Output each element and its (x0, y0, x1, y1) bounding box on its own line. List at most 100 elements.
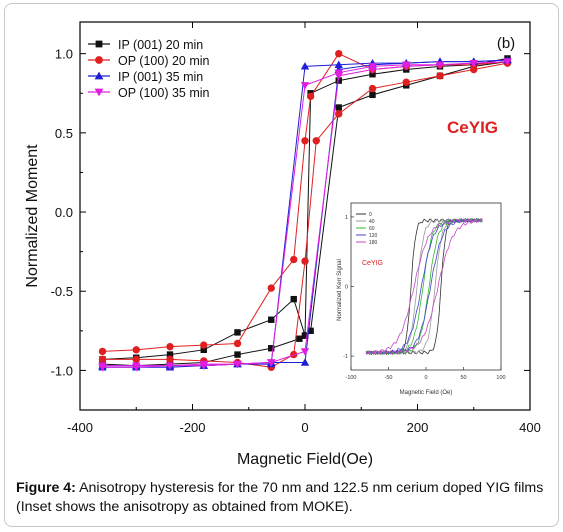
data-point (165, 362, 175, 370)
data-point (199, 362, 208, 370)
inset-legend-label: 180 (369, 240, 378, 246)
y-axis-ticks: 1.0 0.5 0.0 -0.5 -1.0 (51, 47, 530, 378)
data-point (368, 84, 377, 93)
data-point (290, 350, 298, 359)
y-tick-label: 1.0 (55, 47, 73, 62)
legend-label: IP (001) 35 min (118, 70, 203, 84)
data-point (268, 345, 275, 352)
data-point (233, 339, 242, 348)
material-annotation: CeYIG (447, 118, 498, 137)
data-point (132, 364, 141, 372)
inset-background (335, 183, 523, 383)
data-point (290, 295, 297, 303)
x-axis-ticks: -400 -200 0 200 400 (67, 22, 541, 435)
series-4 (98, 58, 512, 372)
data-point (301, 137, 309, 145)
inset-legend-label: 40 (369, 219, 375, 225)
figure-caption: Figure 4: Anisotropy hysteresis for the … (16, 479, 551, 517)
caption-label: Figure 4: (16, 480, 76, 496)
data-point (334, 60, 343, 68)
data-point (200, 346, 207, 354)
inset-x-tick-label: -50 (385, 375, 393, 381)
data-point (132, 346, 140, 354)
inset-y-tick-label: 1 (345, 215, 348, 221)
data-point (435, 61, 445, 69)
legend-marker (95, 40, 103, 48)
data-point (335, 104, 342, 111)
data-point (368, 66, 377, 74)
inset-y-tick-label: -1 (343, 354, 348, 360)
data-point (335, 77, 342, 84)
data-point (306, 92, 315, 101)
inset-y-tick-label: 0 (345, 285, 348, 291)
data-point (301, 332, 309, 339)
legend-label: OP (100) 20 min (118, 54, 210, 68)
data-point (300, 358, 310, 366)
data-point (268, 316, 275, 323)
inset-y-axis-label: Normalized Kerr Signal (337, 259, 343, 321)
data-point (307, 327, 314, 335)
legend-marker (95, 56, 103, 64)
data-point (98, 355, 107, 364)
legend-entry: IP (001) 35 min (88, 70, 203, 84)
legend-label: OP (100) 35 min (118, 86, 210, 100)
hysteresis-chart: -400 -200 0 200 400 1.00.50.0-0.5-1.0 Magnet… (24, 21, 541, 468)
data-point (166, 351, 174, 358)
legend-label: IP (001) 20 min (118, 38, 203, 52)
data-point (469, 59, 478, 68)
data-point (98, 364, 107, 372)
data-point (402, 63, 411, 71)
inset-curve (365, 218, 483, 355)
y-tick-label: -0.5 (51, 284, 73, 299)
x-tick-label: -200 (179, 420, 205, 435)
data-point (369, 91, 376, 99)
data-point (200, 341, 208, 349)
data-point (233, 360, 242, 369)
inset-x-tick-label: -100 (345, 375, 356, 381)
data-point (296, 335, 303, 342)
data-point (301, 257, 309, 265)
x-tick-label: 200 (407, 420, 429, 435)
y-axis-label: Normalized Moment (24, 144, 41, 288)
y-tick-label: -1.0 (51, 363, 73, 378)
data-point (98, 347, 107, 356)
inset-legend-label: 60 (369, 226, 375, 232)
data-point (503, 58, 512, 66)
data-point (234, 329, 241, 336)
data-point (436, 72, 444, 80)
data-point (334, 72, 343, 81)
data-point (300, 82, 310, 90)
legend: IP (001) 20 min OP (100) 20 min IP (001) 3… (88, 38, 210, 100)
legend-marker (94, 88, 104, 97)
data-point (300, 348, 310, 356)
data-point (369, 71, 376, 78)
y-tick-label: 0.0 (55, 205, 73, 220)
x-axis-label: Magnetic Field(Oe) (237, 451, 373, 468)
inset-x-tick-label: 100 (496, 375, 505, 381)
data-point (335, 110, 343, 118)
series-layer (98, 49, 512, 372)
inset-legend-label: 120 (369, 233, 378, 239)
data-point (335, 49, 343, 58)
data-point (300, 62, 310, 70)
data-point (267, 359, 276, 367)
data-point (132, 355, 140, 364)
inset-annotation: CeYIG (362, 260, 383, 267)
legend-entry: OP (100) 35 min (88, 86, 210, 100)
x-tick-label: 0 (301, 420, 308, 435)
inset-x-tick-label: 50 (460, 375, 466, 381)
data-point (312, 137, 320, 145)
y-tick-label: 0.5 (55, 126, 73, 141)
legend-marker (94, 71, 104, 80)
inset-x-ticks: -100 -50 0 50 100 (345, 367, 506, 381)
data-point (402, 78, 410, 86)
data-point (234, 351, 241, 358)
inset-y-ticks: 1 0 -1 (343, 215, 354, 360)
x-tick-label: -400 (67, 420, 93, 435)
inset-x-tick-label: 0 (424, 375, 427, 381)
caption-text: Anisotropy hysteresis for the 70 nm and … (16, 480, 544, 515)
data-point (267, 284, 275, 292)
data-point (290, 255, 298, 264)
